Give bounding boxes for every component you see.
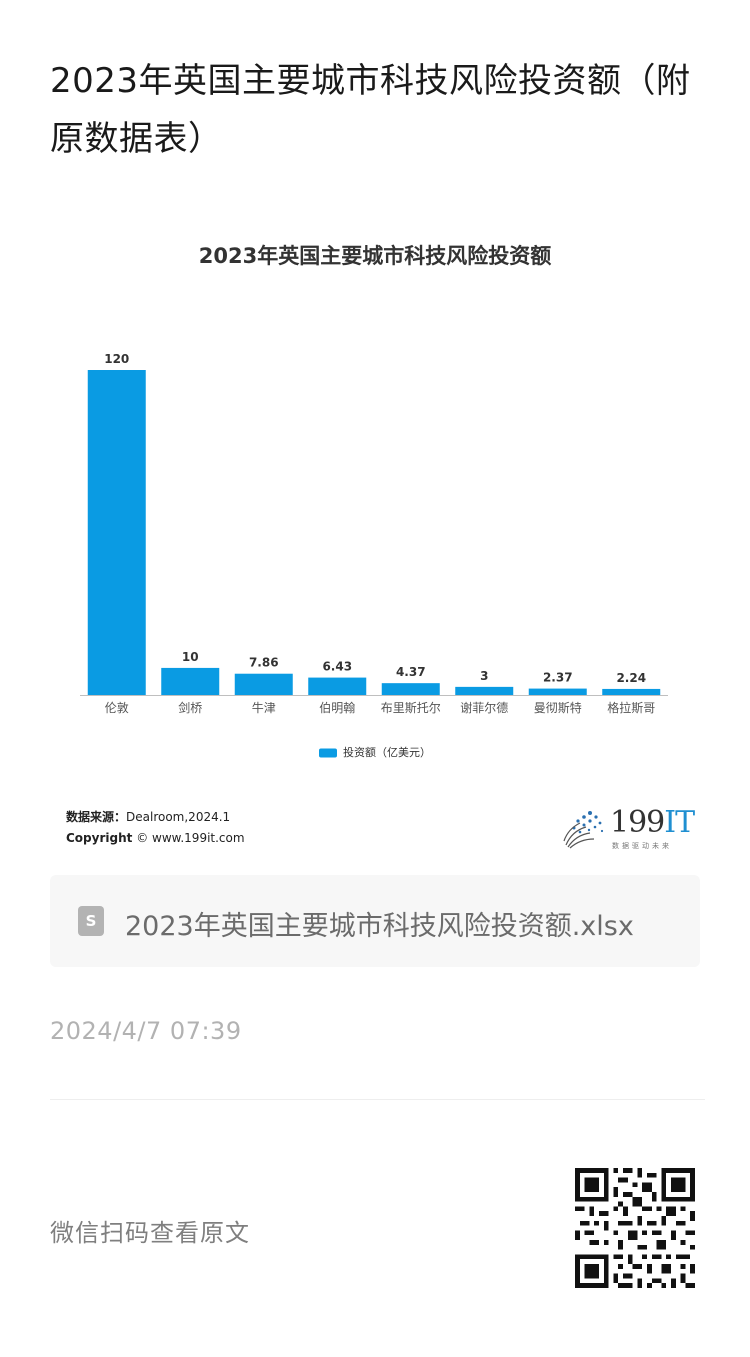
brand-number: 199 bbox=[610, 805, 665, 840]
legend-label: 投资额（亿美元） bbox=[343, 745, 431, 759]
x-tick-label: 伦敦 bbox=[105, 700, 129, 715]
bar bbox=[381, 683, 440, 695]
article-title: 2023年英国主要城市科技风险投资额（附原数据表） bbox=[50, 61, 691, 159]
chart-container: 120 伦敦 10 剑桥 7.86 牛津 6.43 伯明翰 4.37 布里斯托尔 3 谢菲尔德 2.37… bbox=[50, 215, 700, 860]
source-line: 数据来源：Dealroom,2024.1 bbox=[66, 807, 245, 828]
data-label: 10 bbox=[182, 650, 199, 664]
spreadsheet-file-icon: S bbox=[78, 906, 104, 936]
bar bbox=[455, 686, 514, 695]
x-tick-label: 剑桥 bbox=[178, 700, 202, 715]
bar bbox=[161, 667, 220, 695]
x-tick-label: 曼彻斯特 bbox=[534, 700, 582, 715]
attachment-card[interactable]: S 2023年英国主要城市科技风险投资额.xlsx bbox=[50, 875, 700, 967]
x-tick-label: 布里斯托尔 bbox=[381, 700, 441, 715]
source-label: 数据来源： bbox=[66, 810, 127, 824]
post-date: 2024/4/7 07:39 bbox=[50, 1017, 242, 1045]
brand-suffix: IT bbox=[664, 805, 695, 840]
copyright-value: © www.199it.com bbox=[136, 831, 245, 845]
bar bbox=[308, 677, 367, 695]
brand-tagline: 数据驱动未来 bbox=[612, 842, 672, 850]
bar bbox=[234, 673, 293, 695]
chart-title: 2023年英国主要城市科技风险投资额 bbox=[198, 244, 552, 268]
x-tick-label: 伯明翰 bbox=[319, 700, 355, 715]
source-value: Dealroom,2024.1 bbox=[126, 810, 231, 824]
bar bbox=[528, 688, 587, 695]
data-label: 7.86 bbox=[249, 656, 279, 670]
data-label: 2.37 bbox=[543, 671, 573, 685]
x-tick-label: 格拉斯哥 bbox=[607, 700, 655, 715]
brand-name: 199IT bbox=[610, 805, 695, 840]
bar bbox=[602, 688, 661, 695]
data-label: 4.37 bbox=[396, 665, 426, 679]
data-label: 6.43 bbox=[322, 660, 352, 674]
attachment-filename[interactable]: 2023年英国主要城市科技风险投资额.xlsx bbox=[125, 911, 634, 942]
copyright-line: Copyright © www.199it.com bbox=[66, 828, 245, 849]
brand-dots-icon bbox=[563, 811, 604, 849]
data-label: 120 bbox=[104, 352, 129, 366]
data-label: 2.24 bbox=[616, 671, 646, 685]
bar-chart: 120 伦敦 10 剑桥 7.86 牛津 6.43 伯明翰 4.37 布里斯托尔 3 谢菲尔德 2.37… bbox=[80, 352, 668, 759]
x-tick-label: 牛津 bbox=[252, 700, 276, 715]
legend-swatch bbox=[319, 748, 337, 758]
file-icon-letter: S bbox=[85, 912, 97, 930]
divider bbox=[50, 1099, 705, 1100]
brand-logo: 199IT 数据驱动未来 bbox=[560, 805, 700, 853]
data-label: 3 bbox=[480, 669, 488, 683]
scan-prompt: 微信扫码查看原文 bbox=[50, 1219, 250, 1247]
source-block: 数据来源：Dealroom,2024.1 Copyright © www.199… bbox=[66, 807, 245, 849]
qr-code-icon[interactable] bbox=[575, 1168, 695, 1288]
x-tick-label: 谢菲尔德 bbox=[460, 700, 508, 715]
bar bbox=[87, 370, 146, 695]
copyright-label: Copyright bbox=[66, 831, 133, 845]
